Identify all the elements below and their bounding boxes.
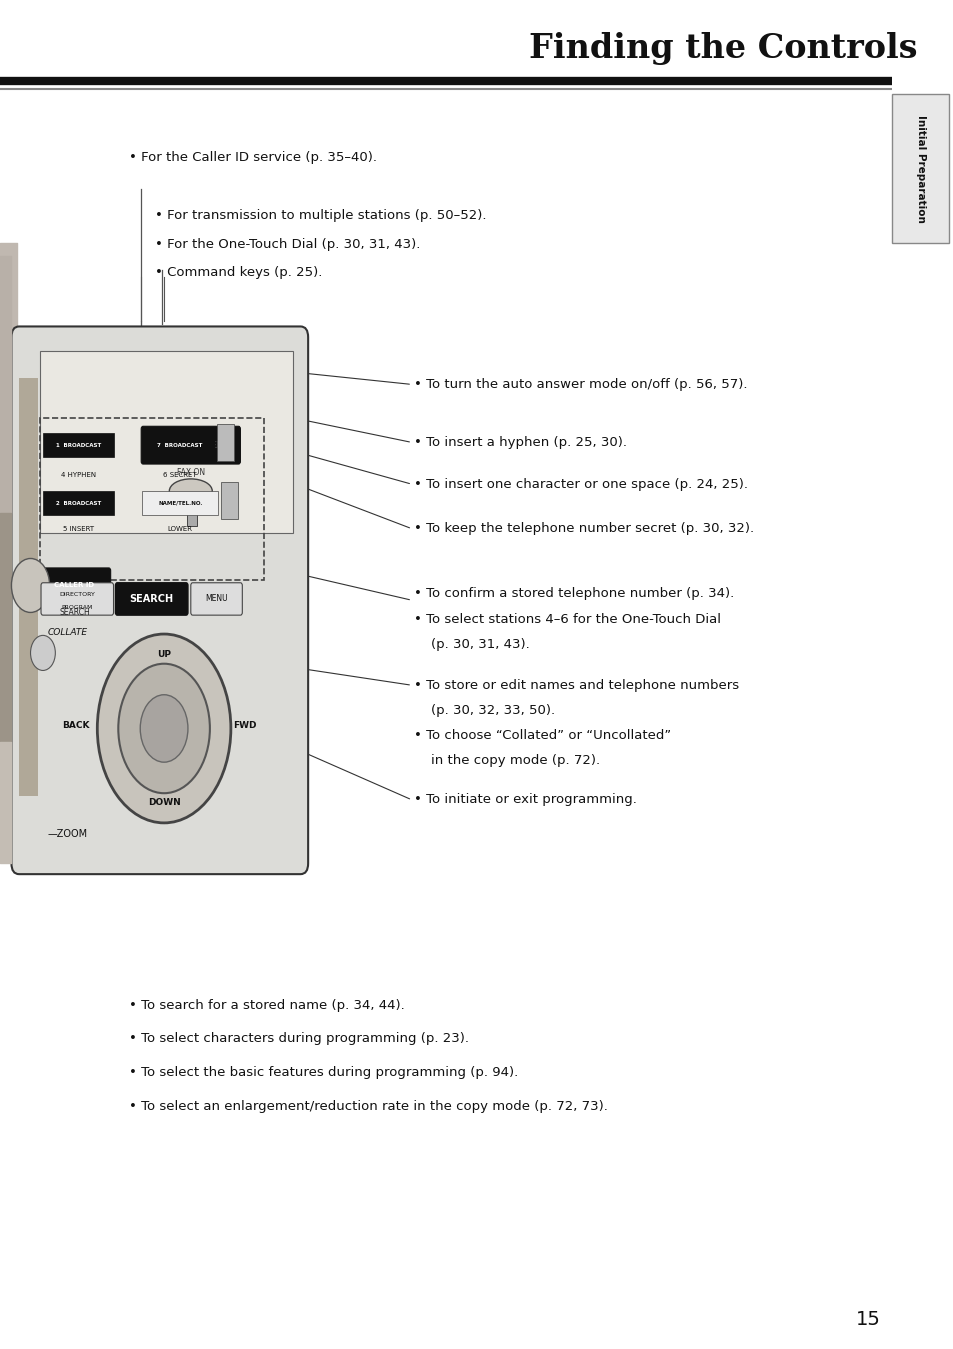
FancyBboxPatch shape (115, 583, 188, 615)
Text: 15: 15 (855, 1310, 880, 1329)
Circle shape (30, 635, 55, 670)
Text: • To choose “Collated” or “Uncollated”: • To choose “Collated” or “Uncollated” (414, 728, 671, 742)
FancyBboxPatch shape (11, 326, 308, 874)
Circle shape (97, 634, 231, 823)
Text: SEARCH: SEARCH (130, 594, 173, 604)
Text: • To insert one character or one space (p. 24, 25).: • To insert one character or one space (… (414, 478, 747, 491)
Text: • To select characters during programming (p. 23).: • To select characters during programmin… (129, 1032, 468, 1045)
Text: 6 SECRET: 6 SECRET (162, 472, 196, 478)
FancyBboxPatch shape (142, 491, 218, 515)
Text: • To initiate or exit programming.: • To initiate or exit programming. (414, 793, 637, 807)
Text: • To confirm a stored telephone number (p. 34).: • To confirm a stored telephone number (… (414, 587, 734, 600)
Text: • To store or edit names and telephone numbers: • To store or edit names and telephone n… (414, 679, 739, 692)
Text: 2  BROADCAST: 2 BROADCAST (55, 500, 101, 506)
Text: • For transmission to multiple stations (p. 50–52).: • For transmission to multiple stations … (154, 209, 485, 223)
FancyBboxPatch shape (144, 433, 214, 457)
Text: DIRECTORY: DIRECTORY (59, 592, 95, 598)
Ellipse shape (170, 479, 212, 503)
Text: FWD: FWD (233, 722, 256, 730)
Text: —ZOOM: —ZOOM (48, 828, 88, 839)
Bar (891, 94, 948, 243)
Text: SEARCH: SEARCH (59, 608, 90, 616)
Bar (19, 378, 38, 796)
Text: • To turn the auto answer mode on/off (p. 56, 57).: • To turn the auto answer mode on/off (p… (414, 378, 747, 391)
Text: • For the Caller ID service (p. 35–40).: • For the Caller ID service (p. 35–40). (129, 151, 376, 165)
Text: CALLER ID: CALLER ID (54, 583, 94, 588)
Text: • To select an enlargement/reduction rate in the copy mode (p. 72, 73).: • To select an enlargement/reduction rat… (129, 1099, 607, 1113)
Text: 5 INSERT: 5 INSERT (63, 526, 93, 532)
Circle shape (140, 695, 188, 762)
Text: • To select the basic features during programming (p. 94).: • To select the basic features during pr… (129, 1066, 517, 1079)
Text: • To insert a hyphen (p. 25, 30).: • To insert a hyphen (p. 25, 30). (414, 436, 626, 449)
Text: • To keep the telephone number secret (p. 30, 32).: • To keep the telephone number secret (p… (414, 522, 754, 536)
Text: 7  BROADCAST: 7 BROADCAST (156, 442, 202, 448)
Text: AUTO ANSWER: AUTO ANSWER (159, 441, 222, 449)
Text: FAX ON: FAX ON (176, 468, 205, 476)
FancyBboxPatch shape (43, 491, 113, 515)
Text: NAME/TEL.NO.: NAME/TEL.NO. (158, 500, 202, 506)
FancyBboxPatch shape (141, 426, 240, 464)
Bar (221, 482, 238, 519)
Text: BACK: BACK (63, 722, 90, 730)
Bar (187, 502, 196, 526)
Text: • To search for a stored name (p. 34, 44).: • To search for a stored name (p. 34, 44… (129, 998, 404, 1012)
Text: Initial Preparation: Initial Preparation (915, 115, 924, 223)
Circle shape (11, 558, 50, 612)
FancyBboxPatch shape (41, 583, 113, 615)
FancyBboxPatch shape (191, 583, 242, 615)
Bar (216, 424, 233, 461)
Bar (40, 418, 264, 580)
Circle shape (118, 664, 210, 793)
Text: Finding the Controls: Finding the Controls (529, 32, 917, 65)
FancyBboxPatch shape (43, 433, 113, 457)
Text: in the copy mode (p. 72).: in the copy mode (p. 72). (431, 754, 599, 768)
Text: (p. 30, 32, 33, 50).: (p. 30, 32, 33, 50). (431, 704, 555, 718)
Text: LOWER: LOWER (168, 526, 193, 532)
Text: 1  BROADCAST: 1 BROADCAST (55, 442, 101, 448)
Text: • Command keys (p. 25).: • Command keys (p. 25). (154, 266, 321, 279)
Text: (p. 30, 31, 43).: (p. 30, 31, 43). (431, 638, 530, 652)
Text: COLLATE: COLLATE (48, 629, 88, 637)
FancyBboxPatch shape (38, 568, 111, 603)
Text: UP: UP (157, 650, 171, 658)
Text: DOWN: DOWN (148, 799, 180, 807)
Text: • For the One-Touch Dial (p. 30, 31, 43).: • For the One-Touch Dial (p. 30, 31, 43)… (154, 237, 419, 251)
Text: MENU: MENU (205, 595, 228, 603)
Text: PROGRAM: PROGRAM (62, 604, 92, 610)
Text: • To select stations 4–6 for the One-Touch Dial: • To select stations 4–6 for the One-Tou… (414, 612, 720, 626)
Text: 4 HYPHEN: 4 HYPHEN (61, 472, 95, 478)
Bar (40, 351, 293, 533)
